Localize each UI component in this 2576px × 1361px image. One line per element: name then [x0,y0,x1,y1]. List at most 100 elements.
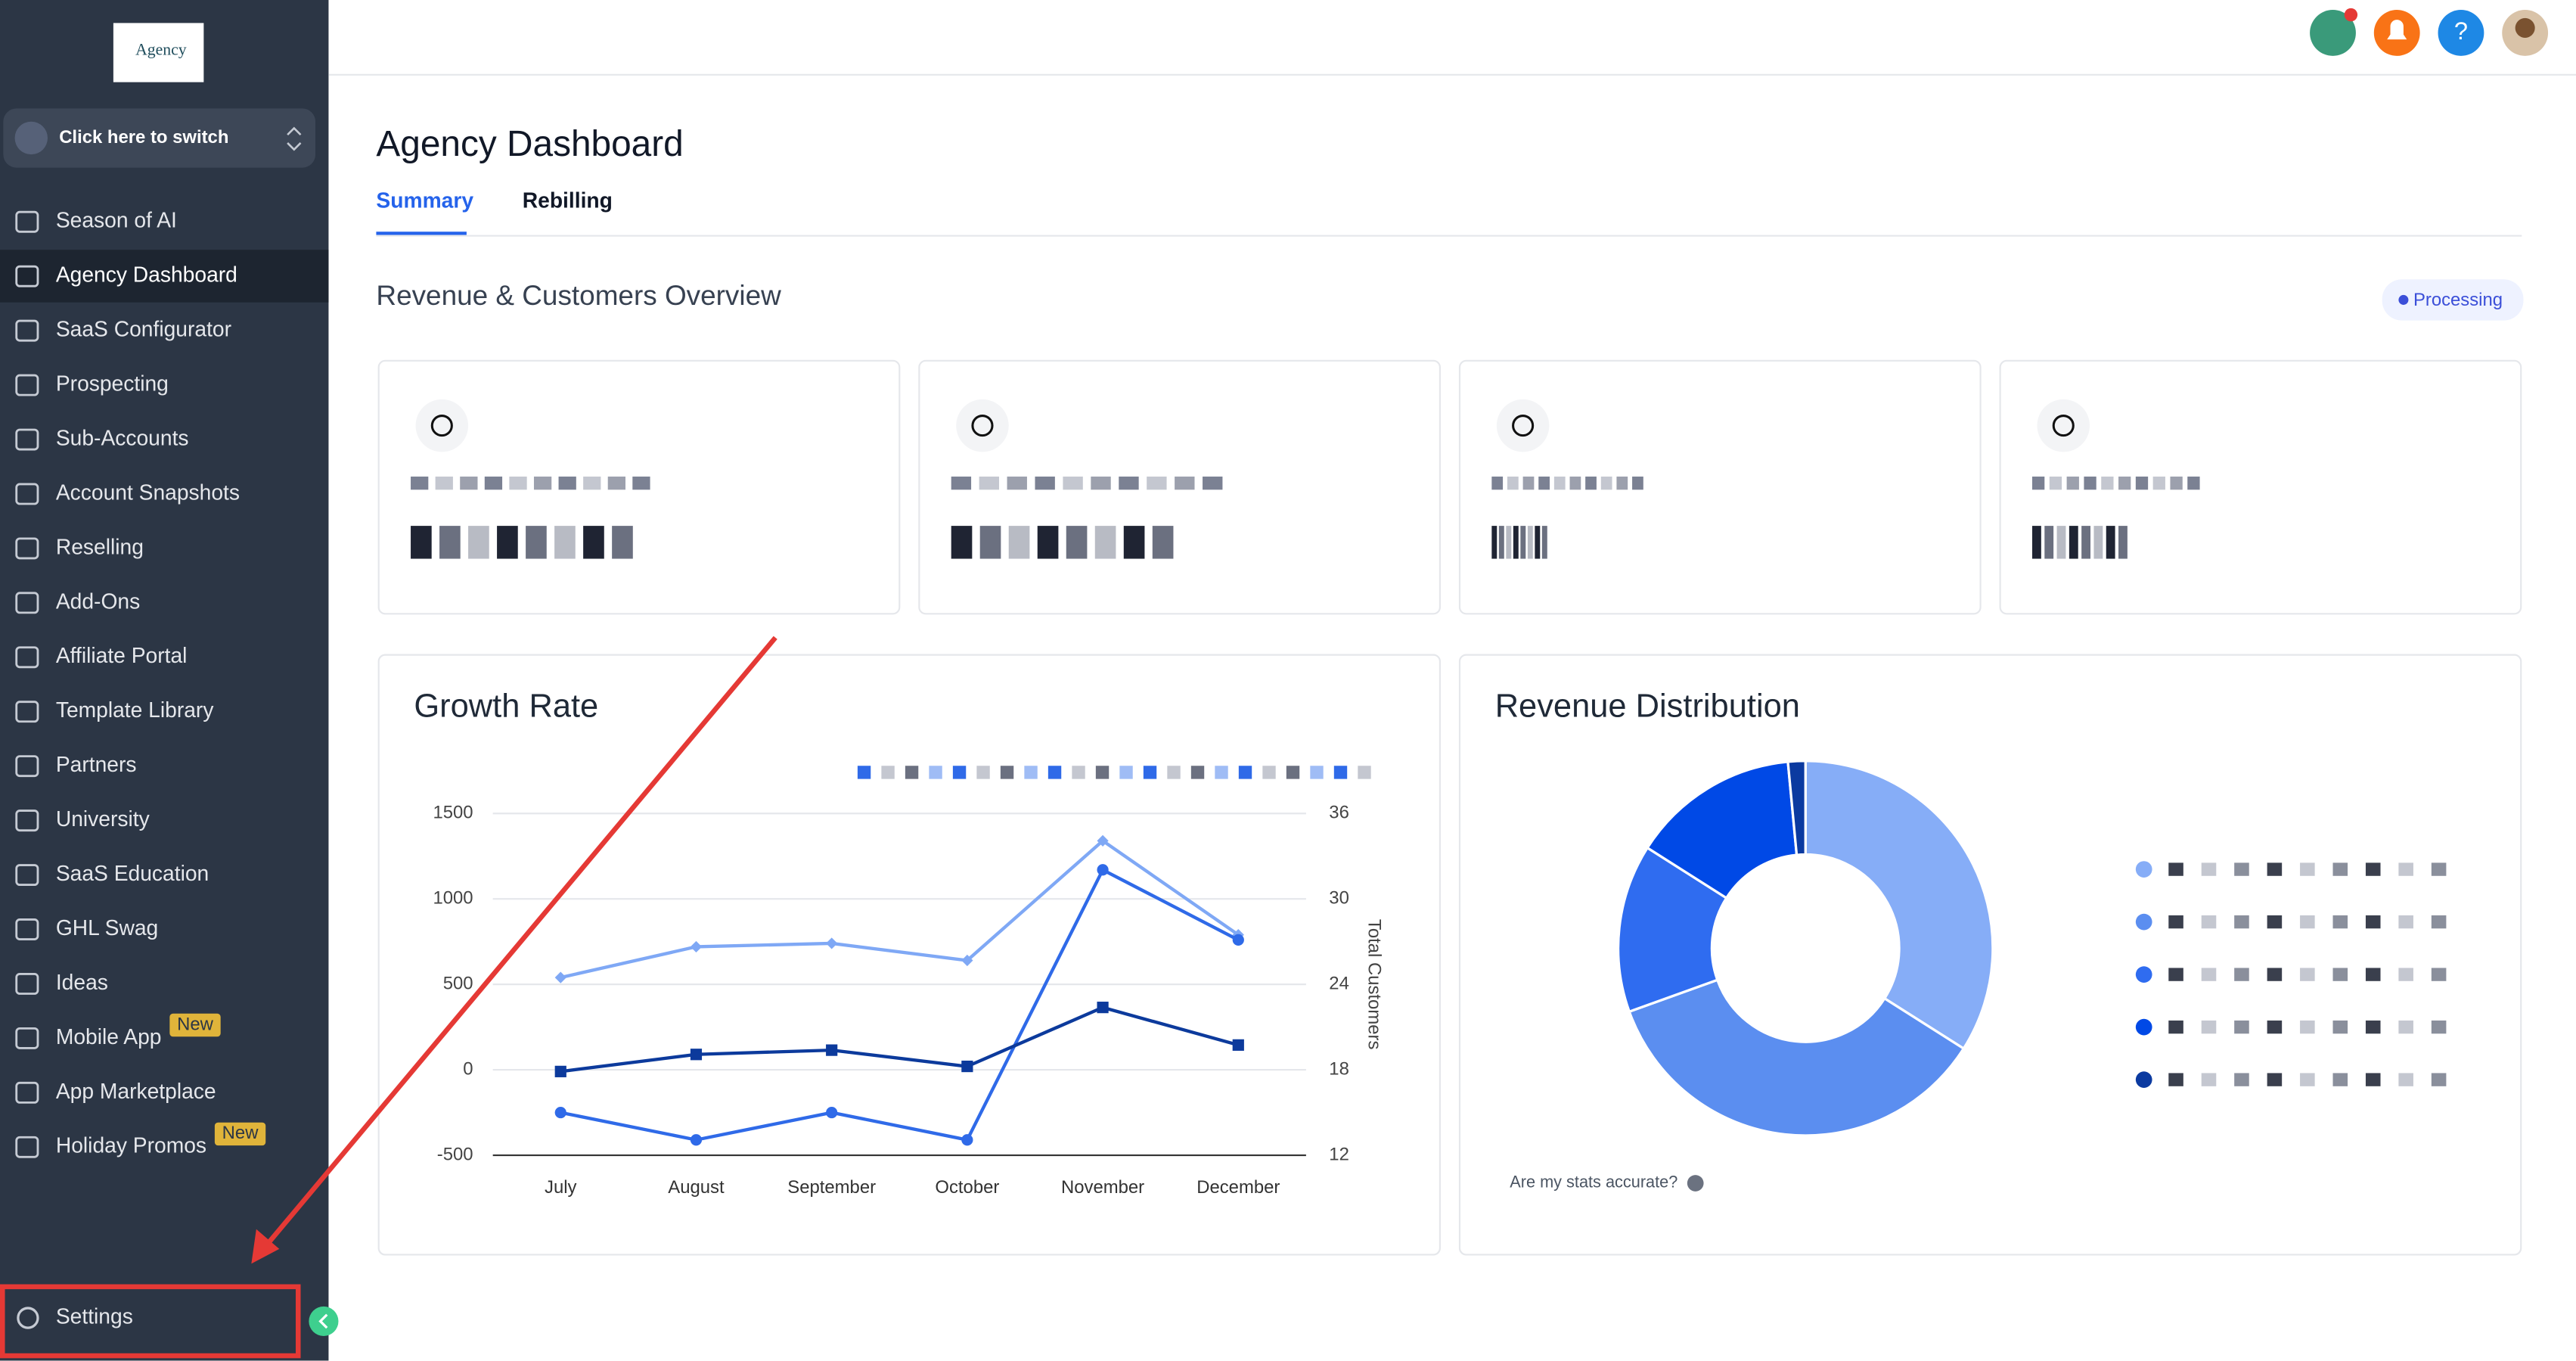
point [826,937,838,949]
obscured-legend [2431,968,2447,981]
obscured-legend [2168,1020,2183,1034]
obscured-value [554,526,576,559]
obscured-legend [1190,766,1205,779]
page-title: Agency Dashboard [376,124,683,164]
obscured-legend [952,766,967,779]
kpi-icon [1512,415,1535,437]
obscured-label [1507,476,1519,490]
point [1097,864,1109,876]
revenue-chart [1616,760,2447,1137]
kpi-icon [971,415,994,437]
nav-icon [15,864,39,887]
obscured-label [509,476,527,490]
point [1232,1039,1244,1051]
donut-segment [1628,978,1966,1137]
obscured-legend [2300,862,2315,876]
obscured-legend [2431,1020,2447,1034]
obscured-legend [2267,1073,2283,1086]
nav-label[interactable]: Mobile App [56,1024,162,1049]
nav-label[interactable]: Add-Ons [56,589,140,613]
obscured-label [533,476,552,490]
obscured-value [1094,526,1116,559]
kpi-icon-bg [2037,399,2090,452]
obscured-legend [1262,766,1276,779]
donut-segment [1786,760,1807,856]
tab[interactable]: Rebilling [523,188,613,213]
obscured-label [1063,476,1083,490]
nav-label[interactable]: University [56,806,151,831]
x-tick-label: October [935,1177,999,1198]
obscured-label [484,476,503,490]
nav-label[interactable]: Agency Dashboard [56,263,237,287]
status-pill [2382,279,2524,321]
obscured-value [1037,526,1059,559]
obscured-label [2101,476,2114,490]
help-label[interactable]: ? [2454,17,2468,45]
obscured-label [1175,476,1195,490]
obscured-label [1491,476,1504,490]
y-tick-label: 0 [463,1058,473,1079]
nav-label[interactable]: GHL Swag [56,915,158,940]
switcher-label[interactable]: Click here to switch [59,127,228,148]
nav-label[interactable]: Template Library [56,698,214,722]
status-label: Processing [2413,290,2503,310]
nav-icon [15,918,39,940]
nav-icon [15,755,39,778]
nav-icon [15,1136,39,1158]
y-tick-label: 1500 [433,803,473,823]
obscured-legend [1095,766,1110,779]
obscured-legend [2267,968,2283,981]
obscured-label [435,476,453,490]
obscured-value [1513,526,1519,559]
tab[interactable]: Summary [376,188,473,213]
nav-label[interactable]: SaaS Configurator [56,317,231,341]
collapse-button[interactable] [309,1306,339,1336]
obscured-legend [905,766,919,779]
logo-box [113,23,204,82]
obscured-value [2081,526,2091,559]
nav-icon [15,428,39,451]
kpi-cards [377,359,2522,615]
nav-label[interactable]: Prospecting [56,371,169,396]
help-button[interactable] [2438,10,2484,56]
obscured-legend [1333,766,1348,779]
obscured-value [2118,526,2128,559]
obscured-value [439,526,461,559]
settings-label[interactable]: Settings [56,1304,133,1328]
note-help-icon[interactable] [1687,1175,1704,1192]
obscured-value [1066,526,1088,559]
obscured-legend [2332,1073,2348,1086]
growth-chart: -500 0 500 1000 1500 12 18 24 30 36 July August Sept… [433,766,1371,1198]
nav-label[interactable]: Affiliate Portal [56,643,188,667]
nav-label[interactable]: App Marketplace [56,1079,216,1103]
nav-label[interactable]: SaaS Education [56,861,209,885]
donut-segment [1804,760,1994,1051]
obscured-label [460,476,478,490]
nav-label[interactable]: Partners [56,752,137,776]
point [554,1065,566,1077]
obscured-legend [2365,915,2381,929]
highlight-box [0,1284,301,1359]
nav-label[interactable]: Ideas [56,970,108,994]
nav-label[interactable]: Account Snapshots [56,480,240,504]
obscured-legend [2398,1020,2413,1034]
obscured-label [2170,476,2183,490]
nav-icon [15,809,39,832]
kpi-card [1458,359,1982,615]
switcher[interactable] [3,108,316,168]
stats-note[interactable]: Are my stats accurate? [1510,1173,1678,1192]
x-tick-label: August [668,1177,725,1198]
obscured-legend [2332,862,2348,876]
nav-label[interactable]: Reselling [56,534,144,558]
obscured-legend [929,766,942,779]
nav-label[interactable]: Holiday Promos [56,1133,206,1157]
nav-label[interactable]: Sub-Accounts [56,425,189,449]
obscured-legend [2234,968,2249,981]
point [961,1060,973,1073]
collapse-chevron [318,1313,328,1329]
announce-button[interactable] [2310,10,2356,56]
nav-label[interactable]: Season of AI [56,208,177,232]
x-tick-label: September [787,1177,876,1198]
obscured-value [2069,526,2078,559]
